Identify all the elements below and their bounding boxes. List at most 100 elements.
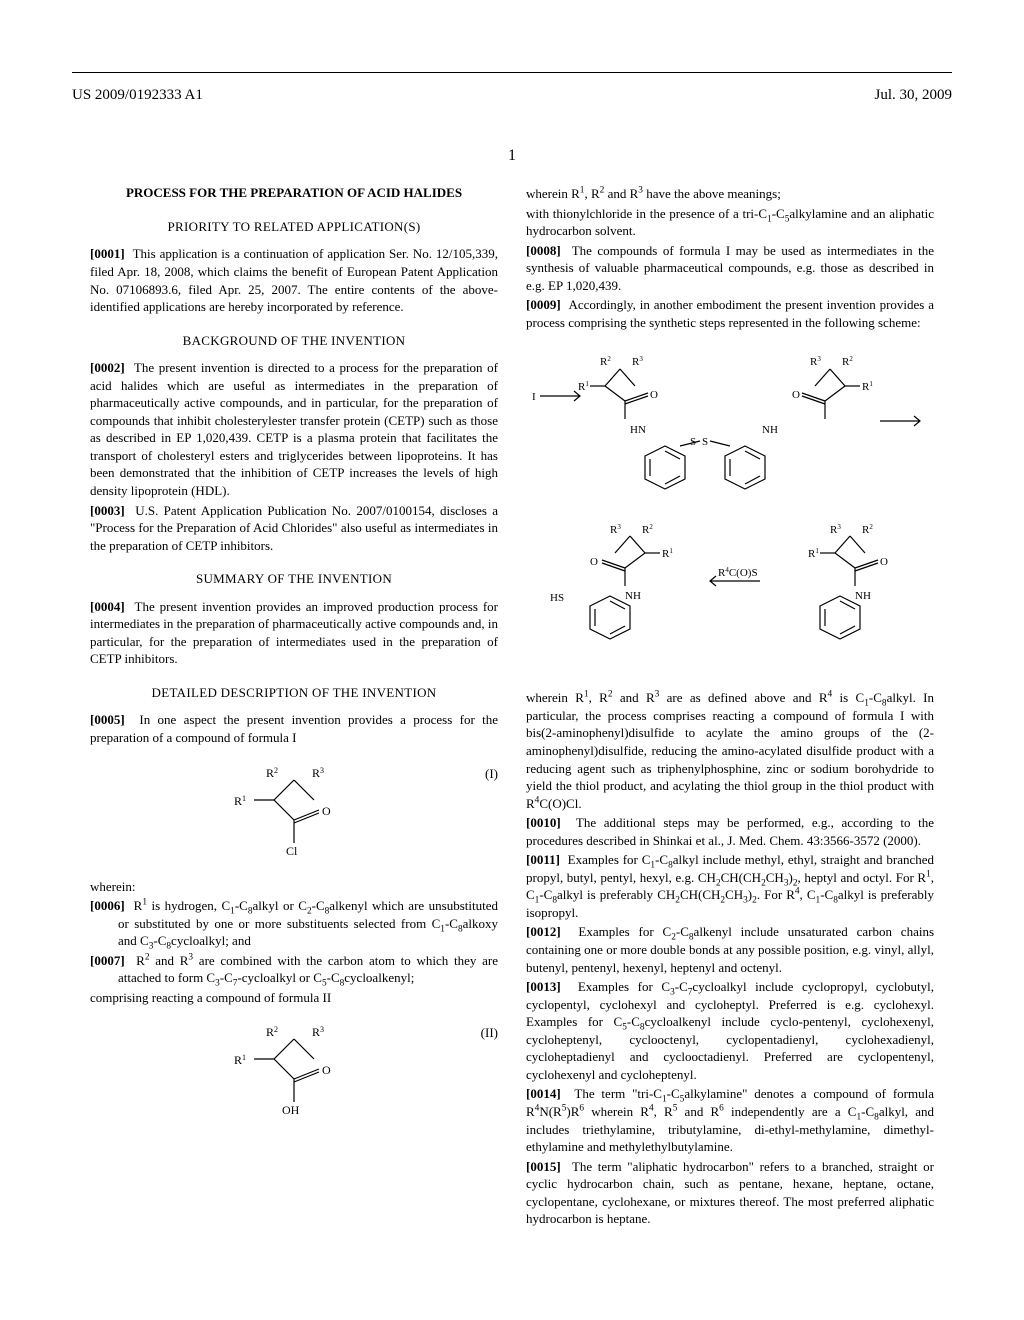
para-0013: [0013] Examples for C3-C7cycloalkyl incl… xyxy=(526,978,934,1083)
svg-text:O: O xyxy=(590,556,598,568)
wherein-label: wherein: xyxy=(90,878,498,896)
reaction-scheme: I R2 R3 R1 O HN S S NH O R3 R2 R1 R3 R2 … xyxy=(526,351,934,671)
para-0007: [0007] R2 and R3 are combined with the c… xyxy=(90,952,498,987)
formula-II: (II) R2 R3 R1 O OH xyxy=(90,1024,498,1119)
svg-text:O: O xyxy=(650,389,658,401)
para-0011: [0011] Examples for C1-C8alkyl include m… xyxy=(526,851,934,921)
left-column: PROCESS FOR THE PREPARATION OF ACID HALI… xyxy=(90,185,498,1230)
svg-text:R4C(O)S: R4C(O)S xyxy=(718,566,758,579)
formula-I-svg: R2 R3 R1 O Cl xyxy=(224,765,364,860)
svg-text:HN: HN xyxy=(630,424,646,436)
svg-text:R2: R2 xyxy=(842,355,853,368)
svg-text:R1: R1 xyxy=(234,1053,246,1068)
svg-text:R2: R2 xyxy=(642,523,653,536)
para-text: R1 is hydrogen, C1-C8alkyl or C2-C8alken… xyxy=(118,898,498,948)
para-num: [0008] xyxy=(526,243,561,258)
svg-text:O: O xyxy=(792,389,800,401)
para-num: [0001] xyxy=(90,246,125,261)
svg-text:O: O xyxy=(322,804,331,818)
para-num: [0011] xyxy=(526,852,560,867)
svg-text:R2: R2 xyxy=(600,355,611,368)
formula-II-label: (II) xyxy=(481,1024,498,1042)
para-0005: [0005] In one aspect the present inventi… xyxy=(90,711,498,746)
para-text: The term "aliphatic hydrocarbon" refers … xyxy=(526,1159,934,1227)
para-text: The present invention provides an improv… xyxy=(90,599,498,667)
para-num: [0013] xyxy=(526,979,561,994)
para-num: [0012] xyxy=(526,924,561,939)
para-text: R2 and R3 are combined with the carbon a… xyxy=(118,953,498,986)
para-0015: [0015] The term "aliphatic hydrocarbon" … xyxy=(526,1158,934,1228)
svg-text:R2: R2 xyxy=(266,765,278,780)
para-num: [0005] xyxy=(90,712,125,727)
scheme-svg: I R2 R3 R1 O HN S S NH O R3 R2 R1 R3 R2 … xyxy=(530,351,930,671)
para-num: [0009] xyxy=(526,297,561,312)
page-number: 1 xyxy=(0,145,1024,167)
wherein-r-meanings: wherein R1, R2 and R3 have the above mea… xyxy=(526,185,934,203)
svg-text:R1: R1 xyxy=(662,547,673,560)
para-text: Accordingly, in another embodiment the p… xyxy=(526,297,934,330)
para-text: In one aspect the present invention prov… xyxy=(90,712,498,745)
publication-number: US 2009/0192333 A1 xyxy=(72,85,203,105)
section-detailed: DETAILED DESCRIPTION OF THE INVENTION xyxy=(90,684,498,702)
para-num: [0004] xyxy=(90,599,125,614)
publication-date: Jul. 30, 2009 xyxy=(874,85,952,105)
page-header: US 2009/0192333 A1 Jul. 30, 2009 xyxy=(72,85,952,105)
para-0001: [0001] This application is a continuatio… xyxy=(90,245,498,315)
para-0014: [0014] The term "tri-C1-C5alkylamine" de… xyxy=(526,1085,934,1155)
svg-text:R3: R3 xyxy=(810,355,821,368)
right-column: wherein R1, R2 and R3 have the above mea… xyxy=(526,185,934,1230)
para-num: [0002] xyxy=(90,360,125,375)
svg-text:R2: R2 xyxy=(862,523,873,536)
para-text: This application is a continuation of ap… xyxy=(90,246,498,314)
svg-text:O: O xyxy=(880,556,888,568)
page-top-rule xyxy=(72,72,952,73)
svg-text:R3: R3 xyxy=(830,523,841,536)
svg-text:R1: R1 xyxy=(234,793,246,808)
svg-text:R1: R1 xyxy=(808,547,819,560)
section-priority: PRIORITY TO RELATED APPLICATION(S) xyxy=(90,218,498,236)
section-background: BACKGROUND OF THE INVENTION xyxy=(90,332,498,350)
svg-text:R1: R1 xyxy=(578,380,589,393)
content-area: PROCESS FOR THE PREPARATION OF ACID HALI… xyxy=(90,185,934,1230)
formula-I: (I) R2 R3 R1 O Cl xyxy=(90,765,498,860)
para-0003: [0003] U.S. Patent Application Publicati… xyxy=(90,502,498,555)
formula-II-svg: R2 R3 R1 O OH xyxy=(224,1024,364,1119)
para-0012: [0012] Examples for C2-C8alkenyl include… xyxy=(526,923,934,976)
para-0004: [0004] The present invention provides an… xyxy=(90,598,498,668)
svg-text:NH: NH xyxy=(625,590,641,602)
para-text: Examples for C1-C8alkyl include methyl, … xyxy=(526,852,934,920)
para-text: U.S. Patent Application Publication No. … xyxy=(90,503,498,553)
svg-text:R2: R2 xyxy=(266,1025,278,1040)
svg-text:R3: R3 xyxy=(312,765,324,780)
scheme-wherein: wherein R1, R2 and R3 are as defined abo… xyxy=(526,689,934,812)
document-title: PROCESS FOR THE PREPARATION OF ACID HALI… xyxy=(90,185,498,202)
svg-text:HS: HS xyxy=(550,592,564,604)
para-num: [0015] xyxy=(526,1159,561,1174)
para-num: [0010] xyxy=(526,815,561,830)
para-0010: [0010] The additional steps may be perfo… xyxy=(526,814,934,849)
svg-text:Cl: Cl xyxy=(286,844,298,858)
para-text: The term "tri-C1-C5alkylamine" denotes a… xyxy=(526,1086,934,1154)
para-0002: [0002] The present invention is directed… xyxy=(90,359,498,499)
svg-text:R3: R3 xyxy=(610,523,621,536)
svg-text:NH: NH xyxy=(855,590,871,602)
svg-text:R1: R1 xyxy=(862,380,873,393)
svg-text:S: S xyxy=(702,436,708,448)
para-num: [0006] xyxy=(90,898,125,913)
para-num: [0007] xyxy=(90,953,125,968)
para-0006: [0006] R1 is hydrogen, C1-C8alkyl or C2-… xyxy=(90,897,498,950)
svg-text:NH: NH xyxy=(762,424,778,436)
para-num: [0003] xyxy=(90,503,125,518)
svg-text:OH: OH xyxy=(282,1103,300,1117)
svg-text:R3: R3 xyxy=(312,1025,324,1040)
formula-I-label: (I) xyxy=(485,765,498,783)
para-text: The additional steps may be performed, e… xyxy=(526,815,934,848)
para-text: Examples for C3-C7cycloalkyl include cyc… xyxy=(526,979,934,1082)
para-0008: [0008] The compounds of formula I may be… xyxy=(526,242,934,295)
para-text: Examples for C2-C8alkenyl include unsatu… xyxy=(526,924,934,974)
svg-text:S: S xyxy=(690,436,696,448)
svg-text:R3: R3 xyxy=(632,355,643,368)
comprising-text: comprising reacting a compound of formul… xyxy=(90,989,498,1007)
para-text: The present invention is directed to a p… xyxy=(90,360,498,498)
section-summary: SUMMARY OF THE INVENTION xyxy=(90,570,498,588)
